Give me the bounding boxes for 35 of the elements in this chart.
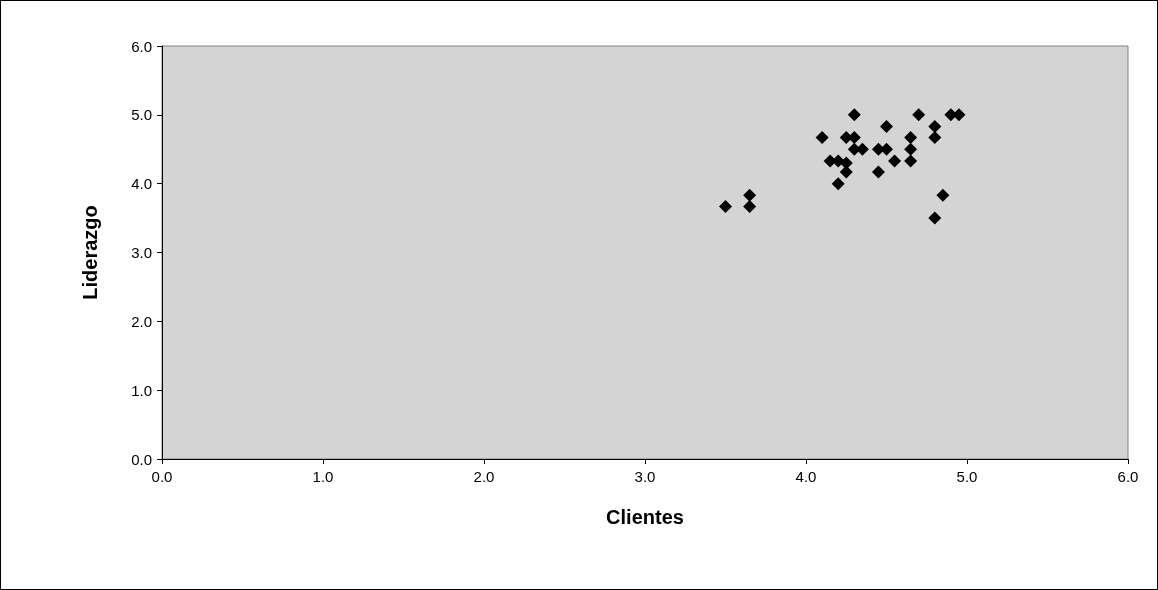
y-tick-label: 0.0 bbox=[131, 450, 152, 468]
y-tick-label: 2.0 bbox=[131, 312, 152, 330]
point bbox=[912, 108, 926, 122]
point bbox=[928, 211, 942, 225]
x-tick-label: 3.0 bbox=[634, 468, 656, 485]
point bbox=[839, 165, 853, 179]
point bbox=[831, 177, 845, 191]
x-tick-label: 4.0 bbox=[795, 468, 817, 485]
y-tick-label: 1.0 bbox=[131, 381, 152, 399]
x-tick-label: 6.0 bbox=[1117, 468, 1139, 485]
point bbox=[936, 188, 950, 202]
x-axis-title: Clientes bbox=[606, 506, 684, 528]
point bbox=[719, 199, 732, 213]
point bbox=[928, 131, 942, 145]
point bbox=[815, 131, 829, 145]
point bbox=[904, 131, 918, 145]
x-tick-label: 2.0 bbox=[473, 468, 495, 485]
point bbox=[847, 108, 861, 122]
point bbox=[871, 165, 885, 179]
point bbox=[928, 120, 942, 134]
point bbox=[888, 154, 902, 168]
x-tick-label: 0.0 bbox=[151, 468, 173, 485]
point bbox=[904, 142, 918, 156]
y-tick-label: 4.0 bbox=[131, 175, 152, 193]
y-tick-label: 6.0 bbox=[131, 37, 152, 55]
y-axis-title: Liderazgo bbox=[79, 205, 101, 300]
point bbox=[880, 120, 893, 134]
point bbox=[880, 142, 893, 156]
point bbox=[743, 199, 757, 213]
point bbox=[904, 154, 918, 168]
y-tick-label: 5.0 bbox=[131, 106, 152, 124]
point bbox=[743, 188, 757, 202]
x-tick-label: 5.0 bbox=[956, 468, 978, 485]
y-tick-label: 3.0 bbox=[131, 244, 152, 261]
x-tick-label: 1.0 bbox=[312, 468, 334, 485]
